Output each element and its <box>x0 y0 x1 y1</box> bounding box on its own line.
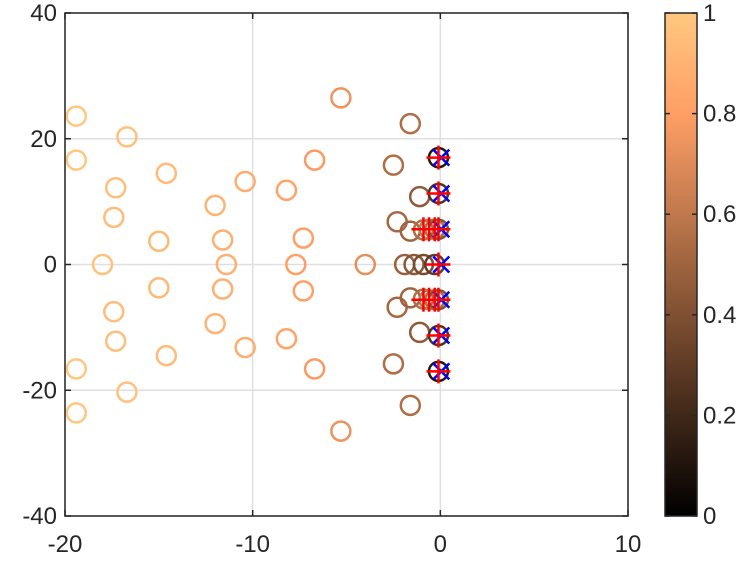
y-tick-label: -20 <box>22 377 57 404</box>
circle-marker <box>65 358 88 380</box>
plus-marker <box>426 145 451 170</box>
circle-marker <box>386 296 408 319</box>
circle-marker <box>399 394 422 417</box>
circle-marker <box>292 280 315 302</box>
y-tick-label: 0 <box>44 252 57 279</box>
circle-marker <box>354 253 377 276</box>
circle-marker <box>211 278 234 300</box>
circle-marker <box>215 253 238 276</box>
circle-marker <box>382 353 405 375</box>
circle-marker <box>91 253 114 276</box>
circle-marker <box>204 312 226 335</box>
colorbar-tick-label: 0 <box>703 503 716 530</box>
colorbar-tick-label: 0.2 <box>703 402 736 429</box>
circle-marker <box>104 330 127 352</box>
x-tick-label: -20 <box>48 531 83 558</box>
grid-lines <box>64 12 629 517</box>
circle-marker <box>211 229 234 251</box>
circle-marker <box>65 402 88 424</box>
circle-marker <box>275 327 298 350</box>
circle-marker <box>382 154 405 176</box>
circle-marker <box>403 253 425 276</box>
colorbar: 0 0.2 0.4 0.6 0.8 1 <box>664 0 736 530</box>
circle-marker <box>408 185 431 208</box>
data-markers <box>65 87 451 442</box>
circle-marker <box>386 210 408 233</box>
y-tick-label: 40 <box>30 0 57 27</box>
circle-marker <box>155 344 178 367</box>
circle-marker <box>303 358 326 380</box>
circle-marker <box>204 194 226 217</box>
plus-marker <box>426 323 451 348</box>
circle-marker <box>303 149 326 171</box>
circle-marker <box>330 420 352 442</box>
x-tick-label: -10 <box>235 531 270 558</box>
circle-marker <box>104 177 127 199</box>
circle-marker <box>330 87 352 109</box>
circle-marker <box>155 162 178 185</box>
circle-marker <box>408 321 431 344</box>
y-tick-label: 20 <box>30 126 57 153</box>
colorbar-tick-label: 0.8 <box>703 101 736 128</box>
circle-marker <box>234 170 256 193</box>
circle-marker <box>116 381 138 403</box>
axis-ticks <box>64 12 629 517</box>
colorbar-tick-label: 1 <box>703 0 716 27</box>
circle-marker <box>65 105 88 127</box>
plus-marker <box>426 252 451 277</box>
x-tick-label: 0 <box>434 531 447 558</box>
plus-marker <box>426 217 451 242</box>
circle-marker <box>148 277 170 299</box>
y-tick-label: -40 <box>22 503 57 530</box>
plus-marker <box>426 359 451 384</box>
x-tick-label: 10 <box>615 531 642 558</box>
plus-marker <box>426 181 451 206</box>
colorbar-bar <box>664 12 698 517</box>
plus-marker <box>426 287 451 312</box>
circle-marker <box>148 230 170 252</box>
circle-marker <box>103 206 125 229</box>
circle-marker <box>275 179 298 202</box>
circle-marker <box>292 227 315 249</box>
circle-marker <box>399 112 422 135</box>
circle-marker <box>116 126 138 148</box>
colorbar-tick-label: 0.4 <box>703 302 736 329</box>
circle-marker <box>234 336 256 359</box>
colorbar-tick-label: 0.6 <box>703 201 736 228</box>
circle-marker <box>285 253 307 276</box>
circle-marker <box>65 149 88 171</box>
circle-marker <box>103 300 125 323</box>
